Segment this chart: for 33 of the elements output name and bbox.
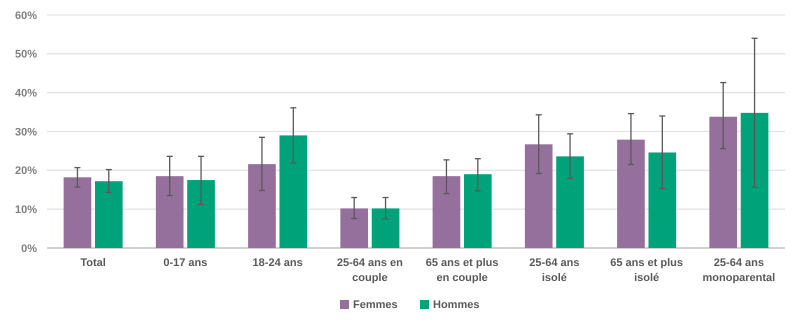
y-tick-label: 0%	[21, 242, 38, 255]
x-tick-label: 25-64 ans isolé	[529, 257, 580, 284]
y-tick-label: 60%	[14, 10, 38, 22]
x-tick-label: 18-24 ans	[252, 257, 303, 269]
bar	[740, 112, 768, 248]
bar	[94, 181, 123, 248]
y-tick-label: 30%	[14, 126, 38, 138]
bar	[524, 144, 553, 248]
x-tick-label: 25-64 ans en couple	[336, 257, 404, 284]
bar	[156, 176, 184, 248]
x-tick-label: 0-17 ans	[163, 257, 208, 269]
bar	[372, 208, 400, 248]
bar	[64, 177, 92, 248]
x-tick-label: 25-64 ans monoparental	[702, 257, 776, 284]
y-tick-label: 10%	[14, 204, 38, 216]
y-tick-label: 40%	[14, 88, 38, 100]
bar	[617, 140, 645, 248]
x-tick-label: 65 ans et plus en couple	[426, 257, 499, 284]
bar	[248, 164, 276, 248]
bar	[464, 174, 492, 248]
bar	[432, 176, 460, 248]
y-tick-label: 50%	[14, 48, 38, 61]
bar	[279, 135, 308, 248]
legend-label: Hommes	[433, 299, 480, 311]
y-tick-label: 20%	[14, 165, 38, 178]
x-tick-label: Total	[80, 257, 106, 269]
bar	[340, 208, 368, 248]
bar	[556, 156, 584, 248]
bar	[709, 116, 738, 248]
legend-label: Femmes	[353, 299, 398, 311]
x-tick-label: 65 ans et plus isolé	[610, 257, 684, 284]
bar	[187, 180, 215, 248]
bar	[648, 152, 676, 248]
